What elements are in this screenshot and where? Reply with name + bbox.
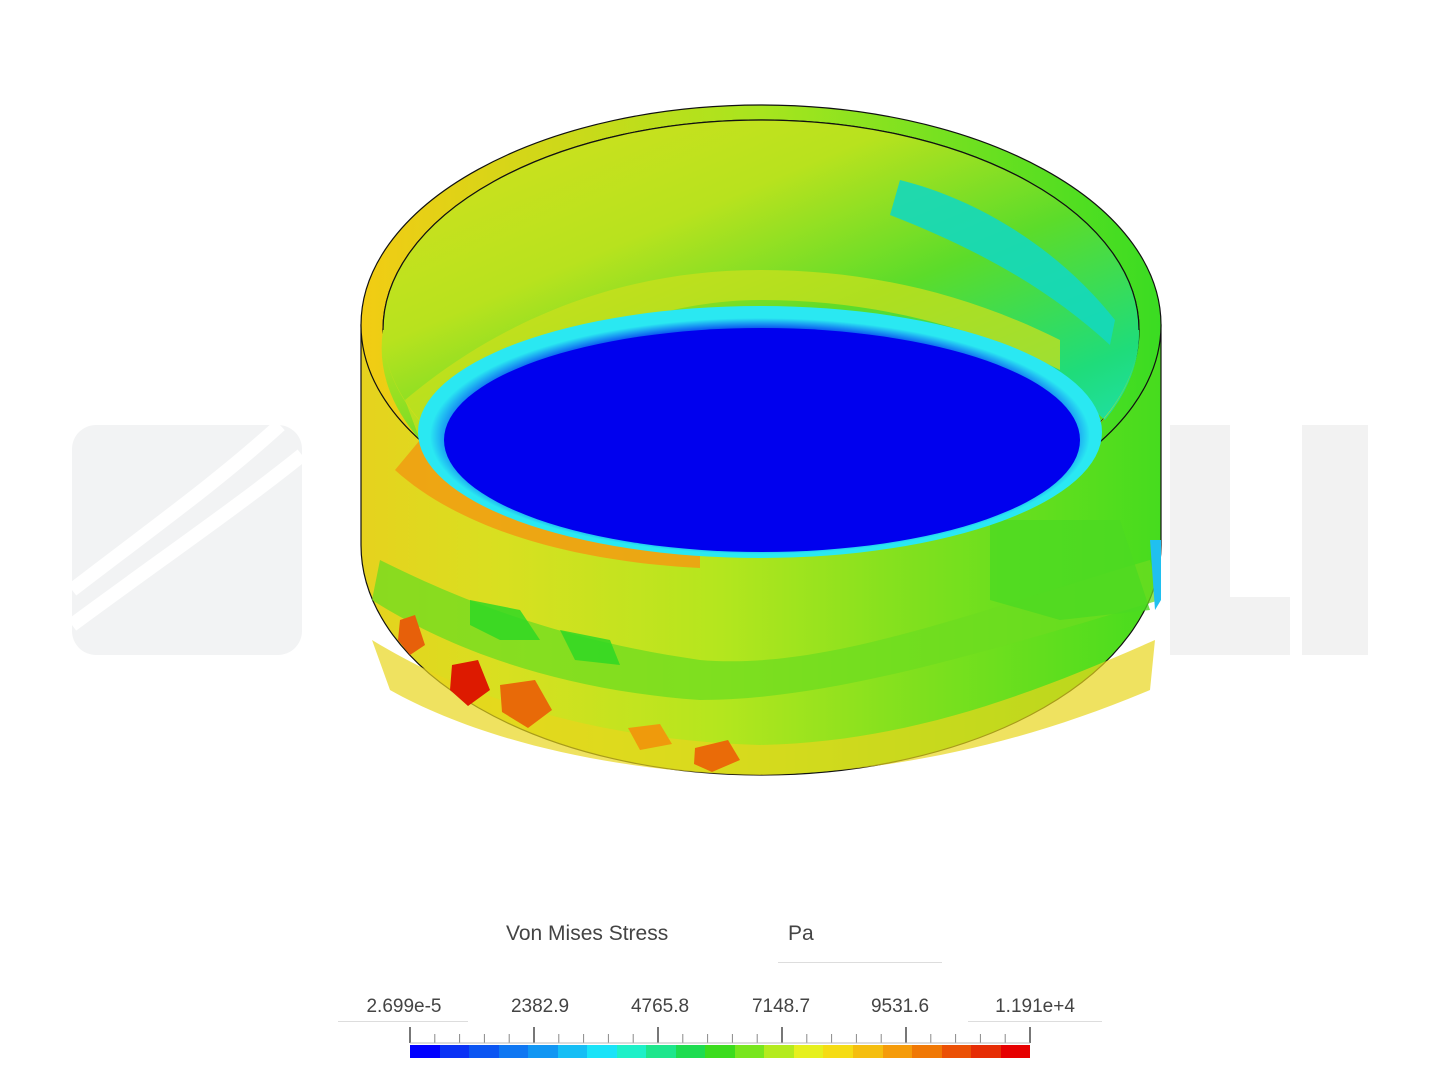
inner-wall-band-yellow xyxy=(405,270,1060,440)
outer-wall-hotspot-3 xyxy=(398,615,425,655)
outer-wall-hotspot-4 xyxy=(694,740,740,772)
outer-wall-band-yellow xyxy=(372,640,1155,775)
colorbar-segment xyxy=(941,1045,972,1058)
colorbar-segment xyxy=(646,1045,676,1058)
legend-tick-label: 2382.9 xyxy=(510,996,570,1017)
inner-wall-band-cyan xyxy=(890,180,1115,345)
outer-wall-hotspot-2 xyxy=(500,680,552,728)
legend-tick-underline-right xyxy=(968,1021,1102,1022)
colorbar-segment xyxy=(705,1045,735,1058)
colorbar-segment xyxy=(912,1045,942,1058)
inner-rim-outline xyxy=(382,119,1140,331)
colorbar-segment xyxy=(587,1045,617,1058)
colorbar-segment xyxy=(971,1045,1001,1058)
outer-wall-patch-green-3 xyxy=(990,520,1150,620)
colorbar-segment xyxy=(469,1045,499,1058)
colorbar-segment xyxy=(616,1045,647,1058)
colorbar-segment xyxy=(410,1045,440,1058)
legend-tick-label: 4765.8 xyxy=(630,996,690,1017)
outer-wall-hotspot-1 xyxy=(450,660,490,706)
legend-tick-label: 2.699e-5 xyxy=(366,996,442,1017)
outer-wall-patch-green-1 xyxy=(470,600,540,640)
watermark-letter-e xyxy=(1302,425,1368,655)
colorbar-segment xyxy=(439,1045,470,1058)
colorbar-segment xyxy=(675,1045,706,1058)
colorbar-segment xyxy=(557,1045,588,1058)
watermark-logo-arc-2 xyxy=(67,449,307,631)
colorbar-segment xyxy=(498,1045,529,1058)
legend-tick-label: 7148.7 xyxy=(751,996,811,1017)
outer-wall-band-green xyxy=(372,560,1160,700)
colorbar-segment xyxy=(734,1045,765,1058)
colorbar-segment xyxy=(1000,1045,1031,1058)
colorbar-segment xyxy=(823,1045,853,1058)
legend-unit: Pa xyxy=(778,922,942,963)
colorbar-segment xyxy=(528,1045,558,1058)
legend-tick-underline-left xyxy=(338,1021,468,1022)
watermark-letter-l-foot xyxy=(1170,597,1290,655)
legend-colorbar xyxy=(410,1045,1031,1058)
floor-core xyxy=(444,328,1080,552)
colorbar-segment xyxy=(764,1045,794,1058)
watermark-logo-arc-1 xyxy=(67,419,285,596)
outer-wall-edge-cyan xyxy=(1150,540,1161,610)
colorbar-segment xyxy=(882,1045,913,1058)
legend-tick-label: 9531.6 xyxy=(870,996,930,1017)
outer-wall-patch-green-2 xyxy=(560,630,620,665)
legend-tick-label: 1.191e+4 xyxy=(995,996,1075,1017)
colorbar-segment xyxy=(852,1045,883,1058)
legend-title: Von Mises Stress xyxy=(506,922,669,945)
colorbar-segment xyxy=(793,1045,824,1058)
outer-wall-hotspot-5 xyxy=(628,724,672,750)
